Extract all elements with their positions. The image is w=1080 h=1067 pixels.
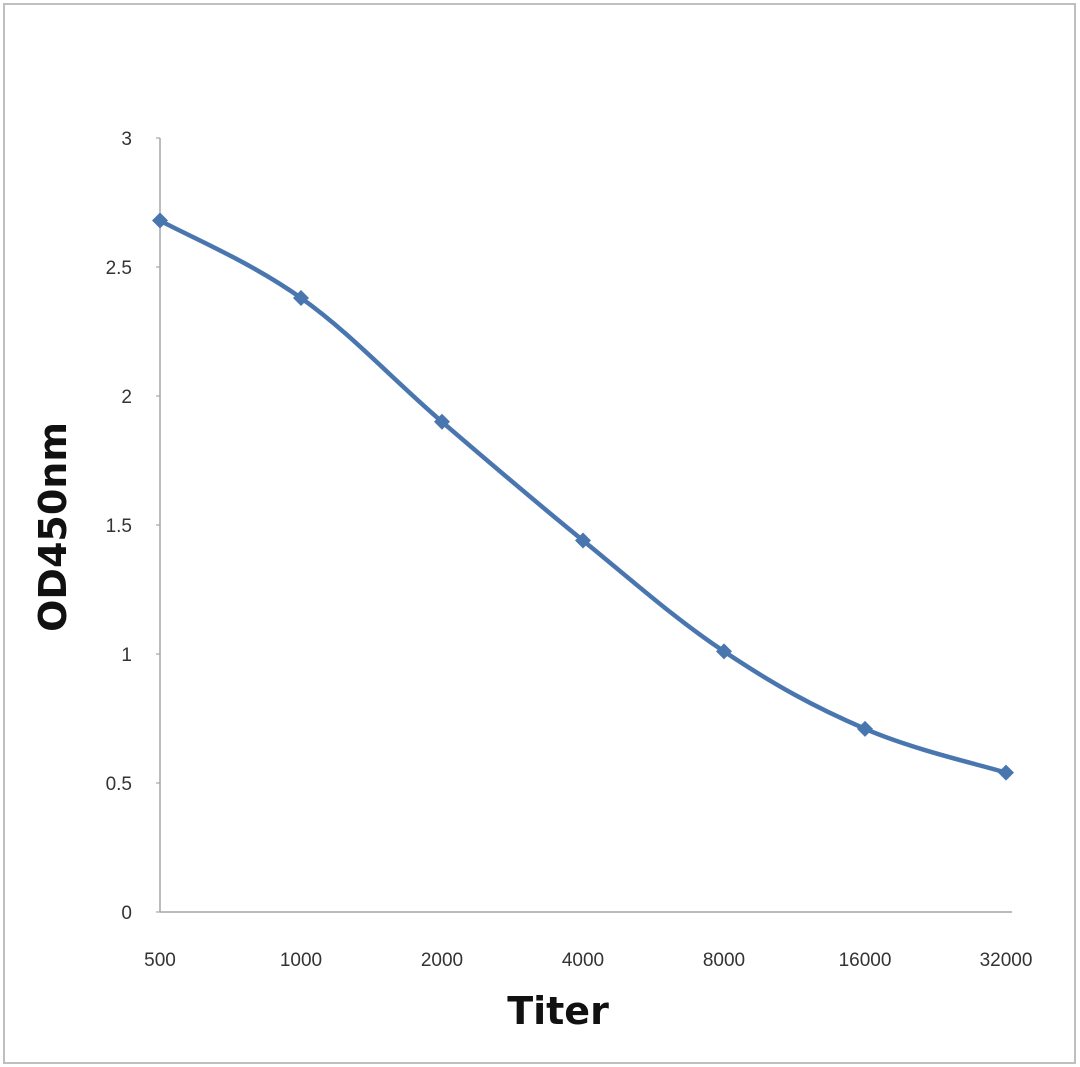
x-tick-label: 2000: [421, 950, 463, 971]
y-tick-label: 3: [121, 129, 132, 150]
series-layer: [152, 212, 1014, 781]
data-point-32000: [998, 764, 1014, 781]
y-tick-label: 1.5: [106, 516, 132, 537]
data-point-16000: [857, 720, 873, 737]
y-tick-label: 0: [121, 903, 132, 924]
x-tick-label: 500: [144, 950, 176, 971]
x-tick-label: 32000: [980, 950, 1033, 971]
x-axis-title: Titer: [507, 989, 609, 1033]
y-tick-label: 2: [121, 387, 132, 408]
data-point-500: [152, 212, 168, 229]
y-axis: 0 0.5 1 1.5 2 2.5 3: [106, 129, 161, 924]
y-tick-label: 2.5: [106, 258, 132, 279]
x-tick-label: 16000: [839, 950, 892, 971]
y-tick-label: 1: [121, 645, 132, 666]
data-point-4000: [575, 532, 591, 549]
data-point-2000: [434, 413, 450, 430]
x-tick-label: 8000: [703, 950, 745, 971]
series-line: [157, 218, 1009, 775]
y-axis-title: OD450nm: [31, 422, 75, 632]
data-point-8000: [716, 643, 732, 660]
x-tick-label: 1000: [280, 950, 322, 971]
data-point-1000: [293, 289, 309, 306]
y-tick-label: 0.5: [106, 774, 132, 795]
chart-frame: [3, 3, 1076, 1064]
x-axis: 500 1000 2000 4000 8000 16000 32000: [144, 911, 1033, 971]
x-tick-label: 4000: [562, 950, 604, 971]
